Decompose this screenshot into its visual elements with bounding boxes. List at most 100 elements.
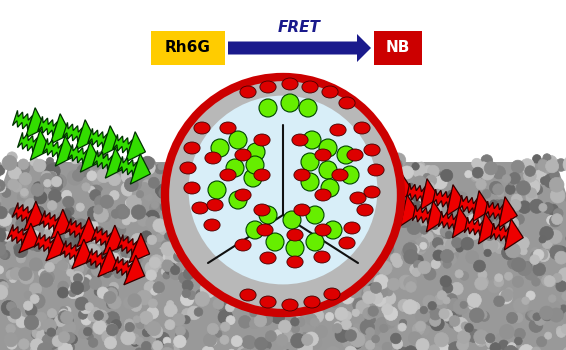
Circle shape bbox=[261, 253, 271, 263]
Circle shape bbox=[324, 231, 338, 245]
Polygon shape bbox=[34, 233, 55, 253]
Circle shape bbox=[367, 247, 378, 258]
Circle shape bbox=[341, 323, 353, 335]
Circle shape bbox=[311, 319, 319, 327]
Circle shape bbox=[101, 188, 115, 201]
Circle shape bbox=[129, 334, 139, 344]
Circle shape bbox=[16, 317, 27, 328]
Circle shape bbox=[44, 229, 52, 237]
Circle shape bbox=[468, 299, 478, 310]
Circle shape bbox=[187, 306, 201, 320]
Circle shape bbox=[195, 170, 203, 178]
Circle shape bbox=[353, 190, 366, 204]
Circle shape bbox=[12, 182, 22, 192]
Ellipse shape bbox=[205, 152, 221, 164]
Circle shape bbox=[385, 288, 393, 296]
Circle shape bbox=[465, 170, 472, 178]
Circle shape bbox=[319, 161, 337, 179]
Circle shape bbox=[477, 276, 488, 288]
Circle shape bbox=[188, 204, 203, 219]
Circle shape bbox=[422, 346, 435, 350]
Circle shape bbox=[208, 181, 226, 199]
Circle shape bbox=[487, 280, 501, 293]
Circle shape bbox=[309, 289, 321, 302]
Circle shape bbox=[380, 197, 394, 211]
Circle shape bbox=[1, 301, 16, 315]
Circle shape bbox=[94, 208, 109, 222]
Circle shape bbox=[447, 190, 457, 201]
Circle shape bbox=[490, 200, 498, 208]
Circle shape bbox=[284, 159, 295, 170]
Circle shape bbox=[165, 320, 175, 330]
Polygon shape bbox=[129, 233, 149, 263]
Circle shape bbox=[57, 260, 68, 271]
Circle shape bbox=[141, 231, 152, 242]
Circle shape bbox=[192, 233, 203, 243]
Circle shape bbox=[8, 179, 19, 190]
Circle shape bbox=[499, 340, 509, 350]
Circle shape bbox=[109, 282, 118, 292]
Circle shape bbox=[409, 302, 420, 313]
Circle shape bbox=[153, 282, 165, 293]
Circle shape bbox=[264, 204, 271, 211]
Circle shape bbox=[45, 335, 59, 350]
Circle shape bbox=[100, 212, 110, 222]
Circle shape bbox=[246, 156, 264, 174]
Circle shape bbox=[410, 183, 424, 198]
Circle shape bbox=[495, 219, 508, 231]
Ellipse shape bbox=[368, 164, 384, 176]
Circle shape bbox=[468, 214, 481, 227]
Circle shape bbox=[136, 179, 147, 190]
Circle shape bbox=[115, 214, 130, 229]
Circle shape bbox=[368, 254, 378, 263]
Circle shape bbox=[502, 226, 509, 233]
Circle shape bbox=[160, 347, 174, 350]
Ellipse shape bbox=[184, 142, 200, 154]
Circle shape bbox=[114, 270, 122, 278]
Polygon shape bbox=[112, 257, 133, 278]
Circle shape bbox=[126, 195, 142, 210]
Circle shape bbox=[194, 308, 203, 316]
Circle shape bbox=[66, 343, 75, 350]
Circle shape bbox=[372, 210, 387, 224]
Circle shape bbox=[379, 245, 391, 256]
Circle shape bbox=[45, 222, 60, 237]
Circle shape bbox=[57, 212, 65, 220]
Circle shape bbox=[432, 171, 443, 182]
Circle shape bbox=[415, 308, 430, 323]
Circle shape bbox=[316, 259, 330, 273]
Circle shape bbox=[384, 204, 394, 214]
Circle shape bbox=[58, 342, 72, 350]
Circle shape bbox=[310, 318, 319, 327]
Circle shape bbox=[422, 166, 435, 178]
Polygon shape bbox=[118, 156, 138, 176]
Circle shape bbox=[484, 162, 498, 175]
Circle shape bbox=[335, 228, 343, 236]
Circle shape bbox=[543, 154, 551, 162]
Circle shape bbox=[542, 203, 554, 214]
Circle shape bbox=[325, 313, 334, 321]
Circle shape bbox=[514, 214, 524, 224]
Circle shape bbox=[475, 210, 486, 221]
Circle shape bbox=[371, 285, 381, 295]
Circle shape bbox=[95, 310, 108, 323]
Circle shape bbox=[83, 327, 92, 336]
Circle shape bbox=[501, 245, 516, 260]
Ellipse shape bbox=[207, 199, 223, 211]
Circle shape bbox=[94, 226, 104, 237]
Ellipse shape bbox=[257, 224, 273, 236]
Circle shape bbox=[505, 210, 516, 221]
Polygon shape bbox=[24, 201, 45, 231]
Circle shape bbox=[118, 208, 128, 218]
Circle shape bbox=[0, 184, 6, 192]
Polygon shape bbox=[39, 211, 60, 231]
Circle shape bbox=[461, 237, 474, 250]
Circle shape bbox=[514, 328, 525, 339]
Circle shape bbox=[230, 164, 242, 176]
Circle shape bbox=[0, 165, 5, 175]
Circle shape bbox=[76, 203, 84, 211]
Circle shape bbox=[160, 202, 170, 212]
Circle shape bbox=[24, 217, 33, 225]
Circle shape bbox=[190, 177, 199, 186]
Circle shape bbox=[308, 336, 321, 349]
